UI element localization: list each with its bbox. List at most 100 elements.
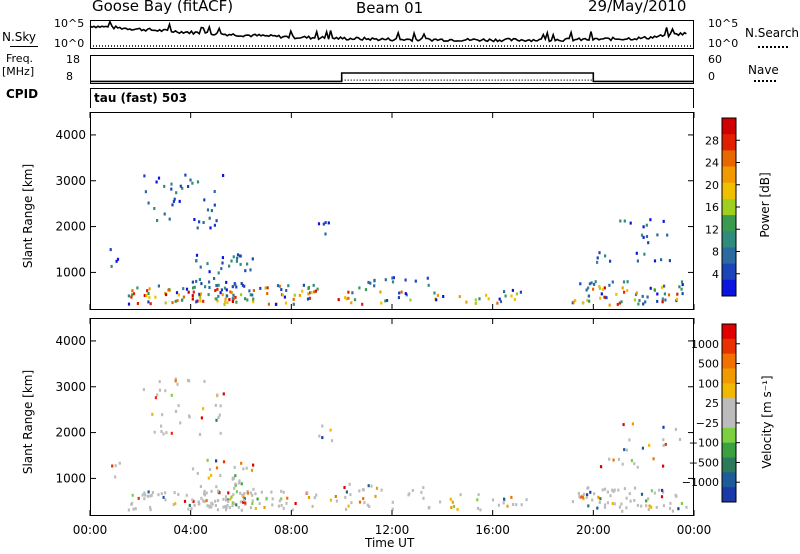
scatter-cell (611, 280, 614, 284)
scatter-cell (213, 203, 216, 207)
scatter-cell (512, 503, 515, 506)
scatter-cell (199, 265, 202, 269)
scatter-cell (154, 295, 157, 299)
scatter-cell (208, 270, 211, 274)
scatter-cell (233, 502, 236, 506)
scatter-cell (282, 490, 285, 494)
scatter-cell (208, 280, 211, 284)
freq-unit: [MHz] (2, 65, 35, 78)
scatter-cell (256, 497, 259, 501)
scatter-cell (631, 422, 634, 426)
scatter-cell (593, 492, 596, 496)
scatter-cell (143, 294, 146, 297)
scatter-cell (358, 286, 361, 290)
scatter-cell (187, 507, 190, 511)
scatter-cell (202, 299, 205, 303)
scatter-cell (254, 507, 257, 510)
scatter-cell (118, 461, 121, 465)
scatter-cell (612, 458, 615, 462)
scatter-cell (165, 293, 168, 297)
scatter-cell (623, 448, 626, 452)
scatter-cell (350, 301, 353, 305)
scatter-cell (664, 298, 667, 302)
scatter-cell (150, 493, 153, 497)
scatter-cell (243, 498, 246, 502)
colorbar-swatch (722, 472, 736, 488)
scatter-cell (148, 287, 151, 291)
scatter-cell (347, 504, 350, 508)
scatter-cell (358, 489, 361, 493)
scatter-cell (345, 490, 348, 494)
scatter-cell (391, 500, 394, 504)
scatter-cell (235, 490, 238, 494)
scatter-cell (183, 499, 187, 503)
scatter-cell (205, 491, 208, 495)
colorbar-tick-label: 24 (705, 157, 719, 170)
scatter-cell (344, 507, 348, 511)
station-title: Goose Bay (fitACF) (92, 0, 234, 15)
scatter-cell (589, 490, 592, 494)
x-tick-label: 08:00 (274, 523, 309, 537)
cpid-label: CPID (6, 87, 39, 101)
scatter-cell (219, 291, 222, 295)
scatter-cell (222, 497, 225, 501)
scatter-cell (414, 279, 417, 283)
scatter-cell (596, 506, 599, 510)
scatter-cell (163, 184, 166, 188)
scatter-cell (263, 505, 266, 509)
scatter-cell (667, 293, 671, 297)
scatter-cell (196, 226, 199, 230)
scatter-cell (626, 289, 629, 293)
scatter-cell (244, 269, 247, 273)
scatter-cell (284, 301, 288, 305)
scatter-cell (240, 508, 243, 512)
scatter-cell (199, 485, 202, 488)
scatter-cell (625, 448, 628, 452)
scatter-cell (652, 457, 655, 461)
scatter-cell (645, 223, 648, 227)
scatter-cell (611, 488, 614, 492)
scatter-cell (498, 297, 501, 301)
scatter-cell (633, 498, 636, 502)
scatter-cell (373, 284, 376, 288)
scatter-cell (650, 505, 653, 509)
colorbar-swatch (722, 427, 736, 444)
scatter-cell (215, 418, 218, 422)
scatter-cell (235, 503, 238, 507)
noise-panel-frame (90, 20, 694, 49)
scatter-cell (111, 464, 114, 468)
scatter-cell (209, 226, 212, 230)
scatter-cell (353, 298, 357, 302)
scatter-cell (427, 283, 430, 287)
scatter-cell (598, 285, 601, 288)
scatter-cell (216, 393, 219, 397)
scatter-cell (278, 284, 281, 288)
scatter-cell (330, 439, 334, 443)
scatter-cell (234, 474, 237, 478)
scatter-cell (210, 489, 213, 493)
scatter-cell (235, 300, 238, 304)
scatter-cell (502, 501, 505, 505)
scatter-cell (226, 294, 229, 298)
scatter-cell (603, 503, 607, 507)
scatter-cell (127, 294, 130, 298)
scatter-cell (633, 486, 637, 490)
scatter-cell (661, 300, 664, 304)
scatter-cell (242, 467, 245, 471)
colorbar-tick-label: 8 (712, 246, 719, 259)
scatter-cell (598, 251, 601, 255)
scatter-cell (504, 294, 507, 298)
colorbar-swatch (722, 263, 736, 281)
scatter-cell (637, 302, 640, 306)
scatter-cell (132, 292, 136, 296)
scatter-cell (367, 280, 370, 284)
scatter-cell (225, 288, 228, 292)
scatter-cell (668, 506, 672, 510)
scatter-cell (271, 497, 274, 501)
scatter-cell (640, 233, 644, 237)
scatter-cell (231, 504, 234, 508)
scatter-cell (164, 498, 167, 502)
x-axis-label: Time UT (365, 536, 415, 550)
scatter-cell (601, 488, 604, 492)
scatter-cell (519, 290, 522, 294)
